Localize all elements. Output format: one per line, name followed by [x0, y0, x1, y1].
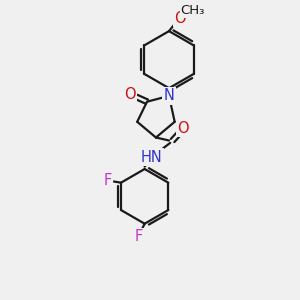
Text: HN: HN — [141, 150, 163, 165]
Text: F: F — [104, 173, 112, 188]
Text: CH₃: CH₃ — [181, 4, 205, 17]
Text: N: N — [164, 88, 175, 104]
Text: O: O — [174, 11, 185, 26]
Text: O: O — [178, 121, 189, 136]
Text: O: O — [124, 87, 136, 102]
Text: F: F — [135, 229, 143, 244]
